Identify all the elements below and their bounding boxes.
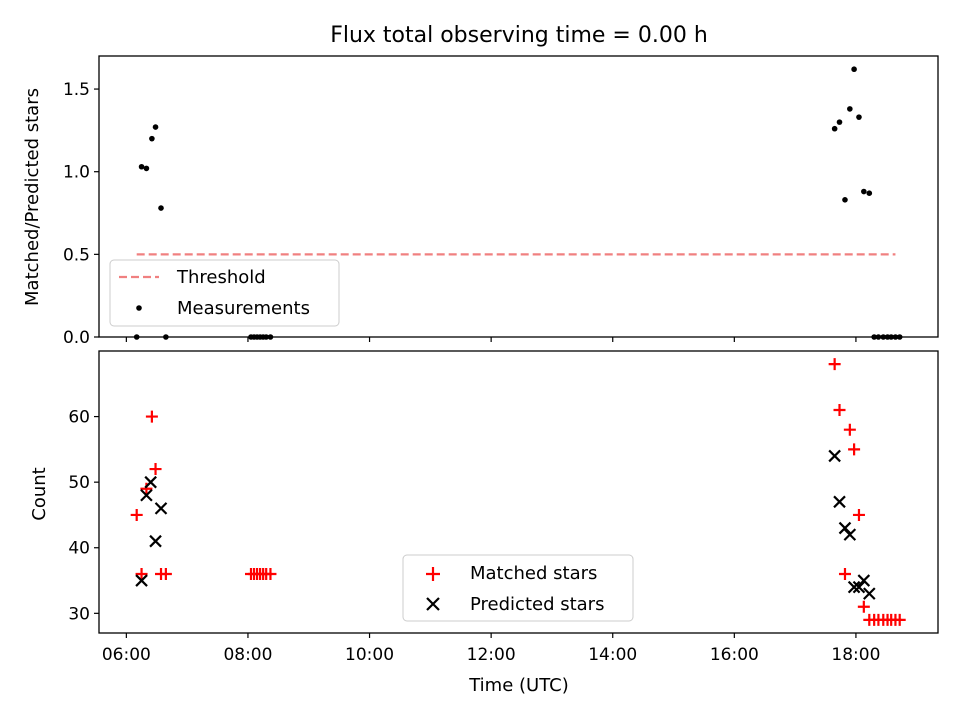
- bottom-x-tick-label: 06:00: [102, 645, 151, 665]
- measurement-point: [856, 114, 862, 120]
- matched-star-point: [893, 613, 906, 626]
- predicted-star-point: [149, 534, 162, 548]
- predicted-star-point: [833, 495, 846, 509]
- bottom-x-tick-label: 10:00: [345, 645, 394, 665]
- predicted-star-point: [838, 521, 852, 535]
- predicted-star-point: [852, 580, 866, 594]
- predicted-star-point: [144, 475, 157, 489]
- measurement-point: [842, 197, 848, 203]
- matched-star-point: [838, 567, 851, 580]
- predicted-star-point: [828, 449, 841, 463]
- bottom-x-tick-label: 12:00: [467, 645, 516, 665]
- bottom-y-tick-label: 60: [68, 408, 90, 428]
- bottom-x-tick-label: 16:00: [710, 645, 759, 665]
- matched-star-point: [264, 567, 277, 580]
- top-y-tick-label: 0.0: [63, 328, 90, 348]
- top-panel: 0.0 0.5 1.0 1.5 Matched/Predicted stars Thr…: [22, 55, 939, 348]
- bottom-y-axis-label: Count: [29, 467, 50, 520]
- bottom-x-tick-label: 08:00: [223, 645, 272, 665]
- measurement-point: [149, 135, 155, 142]
- measurement-point: [143, 165, 150, 172]
- bottom-x-axis-label: Time (UTC): [468, 675, 569, 696]
- bottom-panel: 06:00 08:00 10:00 12:00 14:00 16:00 18:00 30 40 5…: [29, 350, 939, 696]
- predicted-star-point: [154, 502, 168, 515]
- matched-star-point: [833, 404, 846, 417]
- top-y-tick-label: 0.5: [63, 245, 90, 265]
- bottom-axis-ticks: 06:00 08:00 10:00 12:00 14:00 16:00 18:00 30 40 5…: [68, 408, 880, 665]
- measurement-point: [152, 124, 159, 130]
- bottom-y-tick-label: 50: [68, 473, 90, 493]
- predicted-legend-label: Predicted stars: [470, 594, 604, 615]
- predicted-legend-swatch: [426, 597, 440, 611]
- bottom-legend: Matched stars Predicted stars: [402, 554, 634, 622]
- measurement-point: [831, 125, 838, 132]
- measurements-legend-swatch: [136, 305, 142, 311]
- bottom-legend-box: [402, 554, 634, 622]
- top-y-tick-label: 1.5: [63, 80, 90, 100]
- top-y-axis-label: Matched/Predicted stars: [22, 88, 43, 306]
- bottom-y-tick-label: 40: [68, 539, 90, 559]
- bottom-x-tick-label: 14:00: [588, 645, 637, 665]
- matched-legend-label: Matched stars: [470, 563, 597, 584]
- top-legend: Threshold Measurements: [109, 259, 340, 327]
- matched-star-point: [828, 358, 841, 371]
- predicted-star-point: [863, 587, 876, 600]
- matched-star-point: [145, 410, 158, 423]
- top-y-tick-label: 1.0: [63, 163, 90, 183]
- matched-star-point: [130, 508, 143, 521]
- matched-star-point: [848, 443, 861, 456]
- predicted-star-point: [843, 528, 857, 541]
- matched-star-point: [135, 567, 148, 580]
- measurement-point: [861, 188, 867, 195]
- bottom-x-tick-label: 18:00: [831, 645, 880, 665]
- matched-star-point: [857, 600, 870, 613]
- bottom-axes-frame: [98, 350, 939, 634]
- bottom-marks: [130, 358, 906, 626]
- measurements-legend-label: Measurements: [177, 298, 310, 319]
- matched-star-point: [149, 463, 162, 476]
- top-axes-frame: [98, 55, 939, 338]
- figure-title: Flux total observing time = 0.00 h: [330, 23, 708, 48]
- measurement-point: [138, 163, 145, 170]
- predicted-star-point: [857, 574, 871, 587]
- measurement-point: [847, 106, 853, 112]
- predicted-star-point: [847, 580, 861, 594]
- measurement-point: [836, 119, 843, 125]
- matched-star-point: [843, 423, 856, 436]
- measurement-point: [866, 190, 873, 196]
- top-legend-box: [109, 259, 340, 327]
- threshold-legend-label: Threshold: [176, 267, 266, 288]
- matched-star-point: [159, 567, 172, 580]
- matched-legend-swatch: [426, 567, 440, 581]
- matched-star-point: [140, 482, 153, 495]
- top-axis-ticks: 0.0 0.5 1.0 1.5: [63, 80, 857, 348]
- predicted-star-point: [135, 574, 148, 587]
- predicted-star-point: [140, 489, 153, 502]
- bottom-y-tick-label: 30: [68, 604, 90, 624]
- measurement-point: [158, 205, 164, 211]
- measurement-point: [851, 66, 857, 73]
- matched-star-point: [852, 508, 865, 521]
